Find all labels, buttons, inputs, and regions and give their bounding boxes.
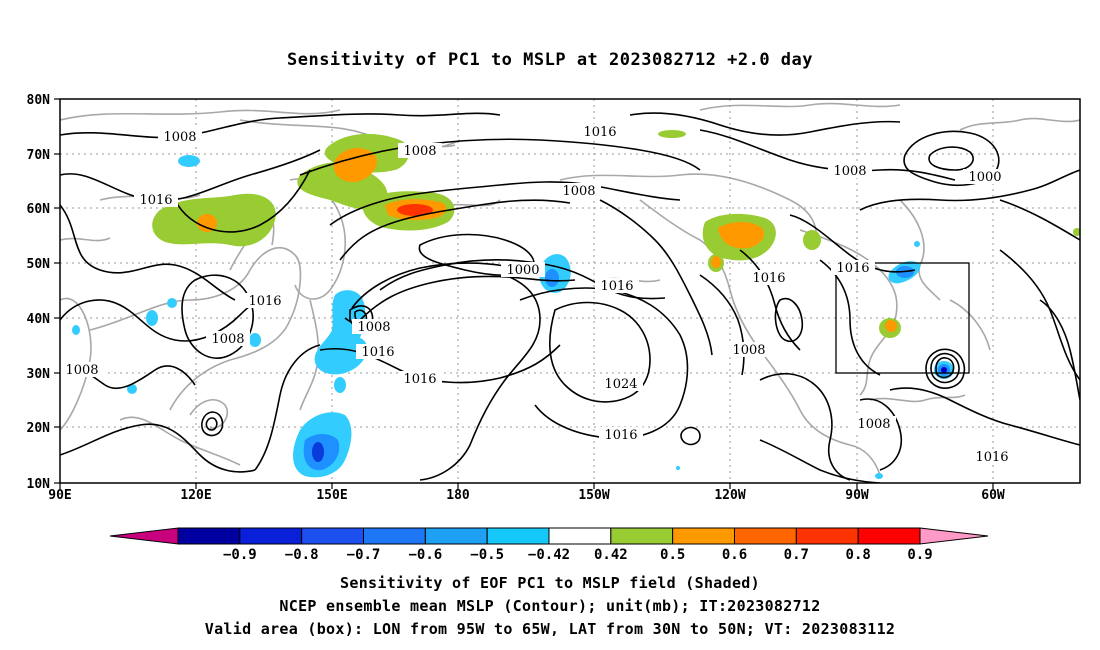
caption-valid-area: Valid area (box): LON from 95W to 65W, L… <box>204 620 896 638</box>
colorbar-segment <box>610 527 674 545</box>
contour-label-1016-e: 1016 <box>583 125 616 140</box>
caption-shading: Sensitivity of EOF PC1 to MSLP field (Sh… <box>340 574 760 592</box>
colorbar-segment <box>424 527 488 545</box>
colorbar-tick-label: −0.8 <box>285 547 319 563</box>
lon-label-150w: 150W <box>578 488 609 503</box>
contour-label-1008-i: 1008 <box>857 417 890 432</box>
longitude-labels: 90E 120E 150E 180 150W 120W 90W 60W <box>48 488 1005 503</box>
colorbar-tick-label: −0.9 <box>223 547 257 563</box>
negative-sensitivity-shading <box>72 155 954 479</box>
lat-label-40n: 40N <box>27 312 51 327</box>
lat-label-60n: 60N <box>27 202 51 217</box>
colorbar-tick-label: 0.42 <box>594 547 628 563</box>
contour-label-1016-h: 1016 <box>752 271 785 286</box>
colorbar-tick-label: −0.42 <box>528 547 570 563</box>
colorbar-tick-label: −0.6 <box>408 547 442 563</box>
lat-label-50n: 50N <box>27 257 51 272</box>
lon-label-120w: 120W <box>714 488 745 503</box>
lon-label-60w: 60W <box>981 488 1005 503</box>
axis-ticks <box>54 98 994 489</box>
contour-label-1016-g: 1016 <box>604 428 637 443</box>
lat-label-30n: 30N <box>27 367 51 382</box>
contour-label-1016-j: 1016 <box>975 450 1008 465</box>
colorbar-segment <box>548 527 612 545</box>
map-background <box>60 99 1080 483</box>
colorbar-arrow-high <box>919 527 989 545</box>
lon-label-180: 180 <box>446 488 470 503</box>
map-frame <box>59 98 1081 484</box>
mslp-contours <box>60 112 1080 483</box>
caption-contour: NCEP ensemble mean MSLP (Contour); unit(… <box>279 597 821 615</box>
contour-label-1016-d: 1016 <box>403 372 436 387</box>
contour-label-1016-a: 1016 <box>139 193 172 208</box>
colorbar-labels: −0.9 −0.8 −0.7 −0.6 −0.5 −0.42 0.42 0.5 0.6 0.7 0.… <box>223 547 933 563</box>
colorbar-segment <box>301 527 364 545</box>
contour-label-1016-c: 1016 <box>248 294 281 309</box>
lon-label-90e: 90E <box>48 488 71 503</box>
lat-label-80n: 80N <box>27 93 51 108</box>
colorbar-segment <box>672 527 736 545</box>
contour-label-1016-f: 1016 <box>600 279 633 294</box>
colorbar-segment <box>486 527 550 545</box>
colorbar-segment <box>734 527 797 545</box>
colorbar-tick-label: −0.7 <box>347 547 381 563</box>
contour-label-1008-e: 1008 <box>211 332 244 347</box>
lat-label-20n: 20N <box>27 421 51 436</box>
map-title: Sensitivity of PC1 to MSLP at 2023082712… <box>286 50 813 70</box>
lon-label-90w: 90W <box>845 488 869 503</box>
colorbar-segment <box>177 527 241 545</box>
contour-label-1008-b: 1008 <box>403 144 436 159</box>
contour-label-1008-a: 1008 <box>163 130 196 145</box>
valid-area-box <box>835 262 970 374</box>
contour-label-1008-f: 1008 <box>65 363 98 378</box>
contour-label-1008-g: 1008 <box>732 343 765 358</box>
contour-label-1008-h: 1008 <box>833 164 866 179</box>
lon-label-150e: 150E <box>316 488 347 503</box>
lat-label-10n: 10N <box>27 477 51 492</box>
contour-label-1000-b: 1000 <box>968 170 1001 185</box>
contour-label-1016-i: 1016 <box>836 261 869 276</box>
colorbar-tick-label: 0.5 <box>660 547 685 563</box>
colorbar-tick-label: 0.7 <box>784 547 809 563</box>
contour-label-1016-b: 1016 <box>361 345 394 360</box>
contour-label-1000-a: 1000 <box>506 263 539 278</box>
contour-label-1008-c: 1008 <box>562 184 595 199</box>
latitude-labels: 80N 70N 60N 50N 40N 30N 20N 10N <box>27 93 51 492</box>
positive-sensitivity-shading <box>152 130 1080 338</box>
colorbar-segment <box>363 527 426 545</box>
colorbar-tick-label: 0.8 <box>846 547 871 563</box>
colorbar <box>109 527 989 545</box>
contour-labels: 1008 1008 1016 1008 1000 1008 1016 1016 … <box>60 124 1014 465</box>
colorbar-segment <box>857 527 921 545</box>
contour-label-1008-d: 1008 <box>357 320 390 335</box>
colorbar-tick-label: −0.5 <box>470 547 504 563</box>
colorbar-tick-label: 0.9 <box>907 547 932 563</box>
lat-label-70n: 70N <box>27 148 51 163</box>
lon-label-120e: 120E <box>180 488 211 503</box>
colorbar-segment <box>795 527 859 545</box>
colorbar-arrow-low <box>109 527 179 545</box>
colorbar-segment <box>239 527 303 545</box>
contour-label-1024: 1024 <box>604 377 637 392</box>
colorbar-tick-label: 0.6 <box>722 547 747 563</box>
